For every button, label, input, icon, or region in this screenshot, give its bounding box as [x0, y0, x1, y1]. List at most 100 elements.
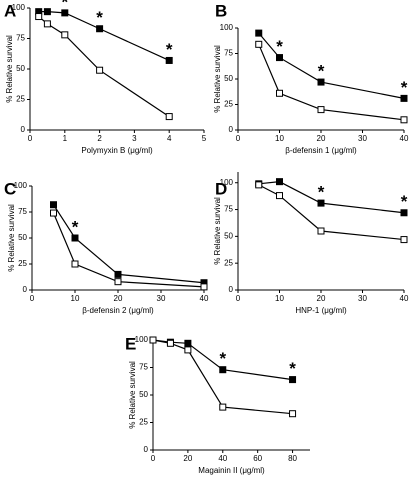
x-tick-label: 20 [114, 294, 123, 303]
data-point [61, 9, 69, 17]
y-tick-label: 100 [135, 335, 149, 344]
significance-marker: * [289, 359, 296, 378]
x-tick-label: 0 [151, 454, 156, 463]
data-point [114, 278, 122, 286]
series-line [52, 212, 205, 288]
x-tick-label: 4 [167, 134, 172, 143]
y-tick-label: 50 [18, 233, 27, 242]
data-point [50, 209, 57, 217]
data-point [400, 116, 408, 124]
data-point [317, 227, 325, 235]
panel-letter: B [215, 1, 227, 20]
x-tick-label: 2 [97, 134, 102, 143]
x-tick-label: 80 [288, 454, 297, 463]
y-tick-label: 75 [16, 34, 25, 43]
panel-letter: E [125, 334, 136, 353]
significance-marker: * [166, 40, 173, 59]
series-line [258, 181, 405, 214]
x-tick-label: 40 [218, 454, 227, 463]
x-tick-label: 10 [275, 294, 284, 303]
data-point [317, 199, 325, 207]
y-tick-label: 0 [229, 285, 234, 294]
x-tick-label: 0 [28, 134, 33, 143]
x-tick-label: 30 [157, 294, 166, 303]
x-tick-label: 20 [183, 454, 192, 463]
x-tick-label: 0 [236, 134, 241, 143]
series-line [52, 204, 205, 284]
significance-marker: * [318, 183, 325, 202]
data-point [289, 410, 297, 418]
y-tick-label: 25 [16, 95, 25, 104]
y-tick-label: 0 [229, 125, 234, 134]
y-axis-label: % Relative survival [213, 45, 222, 113]
data-point [400, 209, 408, 217]
data-point [400, 94, 408, 102]
y-tick-label: 50 [16, 64, 25, 73]
series-line [258, 184, 405, 241]
data-point [276, 178, 283, 186]
series-line [38, 11, 170, 62]
y-tick-label: 50 [224, 74, 233, 83]
data-point [61, 31, 69, 39]
significance-marker: * [61, 0, 68, 11]
y-tick-label: 0 [144, 445, 149, 454]
x-tick-label: 40 [200, 294, 209, 303]
y-tick-label: 100 [12, 3, 26, 12]
data-point [317, 106, 325, 114]
x-axis-label: Polymyxin B (μg/ml) [81, 146, 153, 155]
data-point [200, 283, 208, 291]
y-tick-label: 0 [21, 125, 26, 134]
y-axis-label: % Relative survival [7, 204, 16, 272]
data-point [166, 339, 174, 347]
significance-marker: * [401, 192, 408, 211]
data-point [71, 234, 79, 242]
data-point [96, 66, 104, 74]
x-axis-label: β-defensin 2 (μg/ml) [82, 306, 154, 315]
data-point [276, 89, 283, 97]
y-tick-label: 75 [139, 363, 148, 372]
significance-marker: * [276, 37, 283, 56]
x-tick-label: 10 [275, 134, 284, 143]
x-axis-label: β-defensin 1 (μg/ml) [285, 146, 357, 155]
data-point [43, 8, 51, 16]
panel-letter: C [4, 179, 16, 198]
x-tick-label: 40 [400, 294, 409, 303]
data-point [165, 56, 173, 64]
x-tick-label: 10 [71, 294, 80, 303]
x-tick-label: 60 [253, 454, 262, 463]
significance-marker: * [401, 78, 408, 97]
y-tick-label: 100 [220, 178, 234, 187]
data-point [317, 78, 325, 86]
data-point [219, 366, 227, 374]
data-point [184, 346, 192, 354]
data-point [35, 13, 43, 21]
y-tick-label: 25 [18, 259, 27, 268]
series-line [258, 32, 405, 99]
data-point [219, 403, 227, 411]
x-tick-label: 0 [236, 294, 241, 303]
y-tick-label: 50 [139, 390, 148, 399]
x-tick-label: 30 [358, 294, 367, 303]
data-point [149, 336, 157, 344]
data-point [255, 40, 263, 48]
data-point [255, 29, 263, 37]
x-tick-label: 1 [63, 134, 68, 143]
x-tick-label: 20 [317, 134, 326, 143]
data-point [165, 113, 173, 121]
y-tick-label: 25 [224, 100, 233, 109]
y-tick-label: 75 [224, 205, 233, 214]
data-point [289, 376, 297, 384]
y-axis-label: % Relative survival [5, 35, 14, 103]
y-tick-label: 50 [224, 231, 233, 240]
data-point [50, 201, 57, 209]
y-tick-label: 100 [14, 181, 28, 190]
y-tick-label: 25 [139, 418, 148, 427]
significance-marker: * [96, 8, 103, 27]
data-point [184, 339, 192, 347]
data-point [276, 192, 283, 200]
significance-marker: * [72, 217, 79, 236]
x-tick-label: 0 [30, 294, 35, 303]
x-tick-label: 3 [132, 134, 137, 143]
